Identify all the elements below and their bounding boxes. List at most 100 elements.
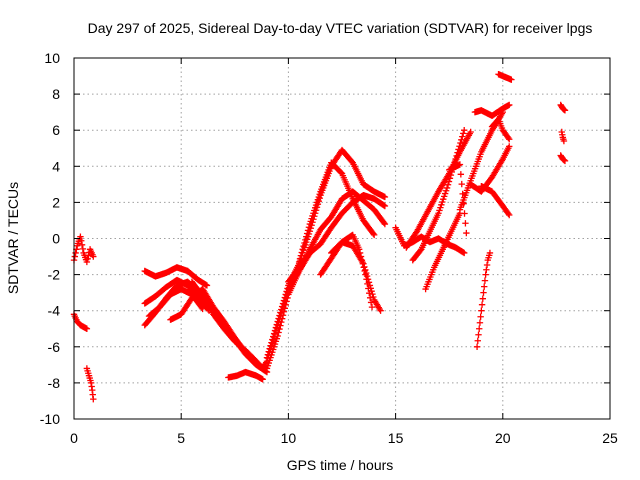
series-arc14	[295, 159, 378, 266]
data-point	[560, 137, 568, 145]
data-point	[278, 303, 286, 310]
data-point	[447, 171, 455, 179]
x-tick-label: 15	[388, 430, 404, 446]
data-point	[284, 285, 291, 292]
series-arc28	[557, 101, 569, 114]
series-arc25	[478, 182, 513, 219]
series-arc27	[495, 71, 515, 83]
data-point	[303, 230, 311, 237]
data-point	[459, 133, 466, 140]
series-arc13	[285, 191, 389, 286]
data-point	[370, 293, 377, 301]
data-point	[486, 249, 494, 257]
data-point	[561, 157, 569, 165]
data-point	[269, 336, 276, 343]
data-point	[264, 351, 272, 358]
y-tick-label: -8	[48, 375, 61, 391]
series-arc22	[473, 249, 494, 350]
data-point	[440, 193, 448, 200]
y-tick-label: -6	[48, 339, 61, 355]
data-point	[446, 175, 454, 182]
data-point	[381, 220, 389, 228]
data-point	[275, 315, 282, 322]
data-point	[262, 359, 270, 366]
y-tick-label: -10	[40, 411, 60, 427]
data-point	[506, 143, 513, 150]
series-arc30	[557, 152, 569, 165]
data-point	[357, 253, 365, 260]
data-point	[265, 348, 272, 355]
data-point	[439, 198, 446, 206]
data-point	[483, 266, 490, 273]
series-arc29	[558, 128, 568, 145]
data-point	[296, 255, 304, 263]
data-point	[270, 330, 278, 337]
data-point	[458, 136, 465, 144]
data-point	[77, 233, 84, 240]
x-axis-label: GPS time / hours	[287, 457, 394, 473]
data-point	[79, 245, 87, 253]
data-point	[360, 264, 367, 271]
x-tick-label: 0	[70, 430, 78, 446]
data-point	[272, 324, 280, 331]
data-point	[263, 368, 271, 376]
data-point	[457, 171, 465, 178]
y-tick-label: 8	[52, 86, 60, 102]
series-arc3	[83, 365, 97, 403]
tick-layer: 0 5 10 15 20 25 -10 -8 -6 -4 -2 0 2 4 6 8 10	[40, 50, 618, 446]
data-point	[508, 76, 515, 83]
data-point	[462, 220, 469, 227]
data-point	[361, 267, 368, 275]
data-point	[437, 204, 444, 211]
data-point	[370, 230, 377, 237]
data-point	[297, 252, 305, 259]
data-point	[358, 256, 366, 264]
series-arc16	[317, 231, 376, 311]
data-point	[505, 134, 512, 142]
data-point	[369, 290, 376, 298]
data-point	[463, 229, 470, 237]
data-point	[263, 354, 271, 361]
data-point	[280, 297, 288, 304]
data-point	[362, 271, 369, 278]
data-point	[456, 161, 464, 168]
data-point	[478, 301, 486, 308]
data-point	[442, 187, 450, 194]
data-point	[460, 130, 467, 137]
data-point	[381, 193, 389, 201]
data-point	[303, 233, 310, 240]
data-point	[83, 325, 91, 332]
data-point	[460, 200, 467, 207]
data-point	[370, 231, 378, 239]
data-point	[295, 258, 303, 266]
data-point	[440, 195, 447, 203]
data-point	[476, 325, 483, 332]
series-arc1	[70, 233, 97, 266]
x-tick-label: 25	[602, 430, 618, 446]
data-point	[266, 345, 273, 352]
y-tick-label: -2	[48, 267, 61, 283]
data-point	[461, 210, 468, 217]
x-tick-label: 10	[281, 430, 297, 446]
data-point	[506, 211, 513, 219]
data-point	[85, 252, 92, 259]
data-point	[359, 260, 367, 267]
y-tick-label: 10	[44, 50, 60, 66]
data-point	[453, 152, 460, 160]
data-point	[457, 139, 464, 147]
series-arc2	[70, 311, 91, 332]
data-point	[279, 300, 287, 307]
data-point	[199, 305, 206, 313]
data-point	[366, 294, 374, 302]
data-point	[267, 342, 274, 349]
data-marks	[70, 71, 569, 403]
series-arc10	[188, 278, 271, 376]
data-point	[456, 143, 463, 150]
series-arc31	[446, 161, 470, 237]
y-tick-label: 6	[52, 122, 60, 138]
data-point	[461, 127, 468, 134]
data-point	[277, 309, 284, 316]
data-point	[481, 277, 489, 284]
data-point	[364, 280, 371, 288]
